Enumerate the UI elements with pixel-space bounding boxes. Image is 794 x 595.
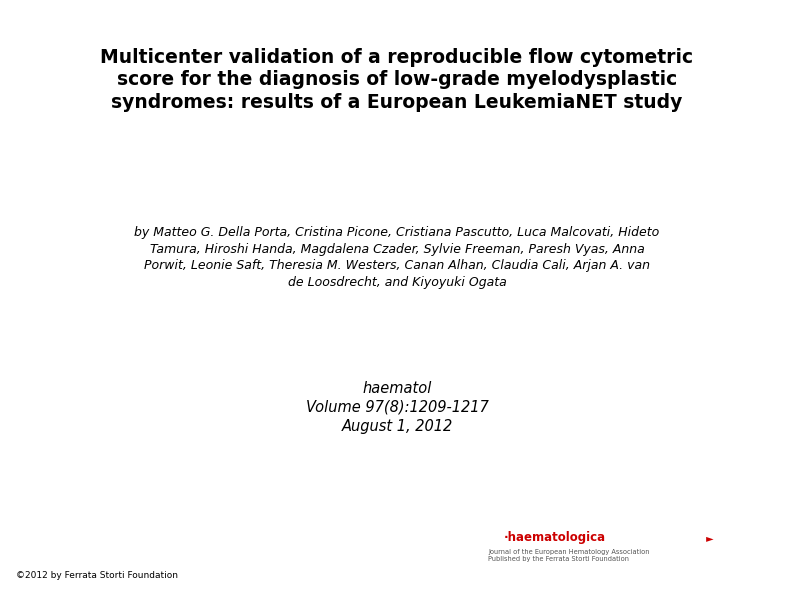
Text: Multicenter validation of a reproducible flow cytometric
score for the diagnosis: Multicenter validation of a reproducible…: [100, 48, 694, 112]
Text: haematol
Volume 97(8):1209-1217
August 1, 2012: haematol Volume 97(8):1209-1217 August 1…: [306, 381, 488, 434]
Text: ©2012 by Ferrata Storti Foundation: ©2012 by Ferrata Storti Foundation: [16, 571, 178, 580]
Text: ►: ►: [703, 534, 713, 544]
Text: by Matteo G. Della Porta, Cristina Picone, Cristiana Pascutto, Luca Malcovati, H: by Matteo G. Della Porta, Cristina Picon…: [134, 226, 660, 289]
Text: ·haematologica: ·haematologica: [504, 531, 607, 544]
Text: Journal of the European Hematology Association
Published by the Ferrata Storti F: Journal of the European Hematology Assoc…: [488, 549, 649, 562]
